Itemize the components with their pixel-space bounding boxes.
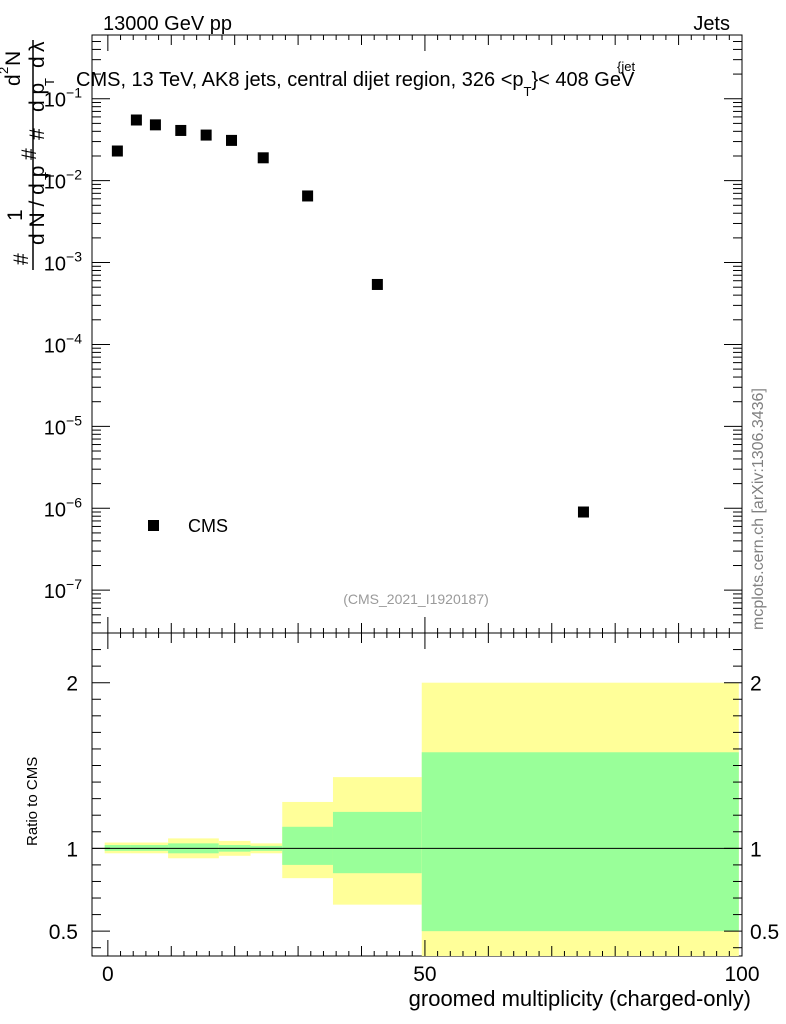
x-tick-label: 100 [724,963,759,986]
ylabel-dN: d N / d p [26,166,49,245]
y-tick-label: 10−4 [44,330,82,357]
legend-label: CMS [188,516,228,536]
x-axis-label: groomed multiplicity (charged-only) [409,986,751,1011]
ratio-panel-frame [91,632,743,957]
data-point [226,134,238,146]
data-point [175,124,187,136]
ratio-band-inner [332,811,422,874]
y-tick-label: 10−2 [44,167,82,194]
ylabel-hash2: # [26,128,49,140]
chart-title-sub: T [524,84,532,99]
data-point [111,145,123,157]
y-tick-label: 10−7 [44,576,82,603]
ratio-band-inner [282,826,333,865]
top-ylabel: # 1 d N / d p T # d 2 N # d p T d λ [0,40,57,270]
data-point [149,119,161,131]
header-left: 13000 GeV pp [103,13,232,35]
axis-ticks [92,35,743,956]
analysis-id: (CMS_2021_I1920187) [343,591,489,607]
ylabel-T3: T [42,172,57,180]
data-point [200,129,212,141]
ylabel-sup2: 2 [0,67,11,74]
x-tick-label: 0 [102,963,114,986]
ratio-ylabel: Ratio to CMS [24,757,41,846]
ylabel-dpT: d p [26,83,49,112]
ylabel-T: T [42,78,57,86]
ylabel-hash3: # [18,148,41,160]
watermark: mcplots.cern.ch [arXiv:1306.3436] [750,388,767,630]
y-tick-label: 10−6 [44,494,82,521]
ratio-y-tick-label: 0.5 [49,921,78,944]
chart-title: CMS, 13 TeV, AK8 jets, central dijet reg… [76,69,635,99]
chart-title-sup: {jet [617,59,635,74]
chart-title-main: CMS, 13 TeV, AK8 jets, central dijet reg… [76,69,524,91]
header-right: Jets [693,13,730,35]
data-markers [111,114,589,518]
y-tick-label: 10−1 [44,85,82,112]
ratio-bands [104,682,739,956]
ylabel-hash: # [10,253,33,265]
ratio-y-tick-label-right: 0.5 [750,921,779,944]
data-point [577,506,589,518]
ylabel-lambda: λ [26,41,49,52]
ylabel-one: 1 [4,209,27,221]
ylabel-dlam: d [26,56,49,68]
data-point [257,152,269,164]
data-point [130,114,142,126]
x-tick-label: 50 [413,963,436,986]
chart-title-end: }< 408 GeV [531,69,635,91]
data-point [302,190,314,202]
y-tick-label: 10−3 [44,249,82,276]
ratio-y-tick-label-right: 2 [750,673,762,696]
ratio-y-tick-label: 1 [66,838,78,861]
ratio-y-tick-label: 2 [66,673,78,696]
y-tick-label: 10−5 [44,412,82,439]
ratio-y-tick-label-right: 1 [750,838,762,861]
top-panel-frame [91,34,743,634]
legend-marker [148,520,159,531]
ylabel-N: N [2,51,25,66]
ratio-band-inner [421,752,739,932]
data-point [371,278,383,290]
ylabel-d2N: d [2,74,25,86]
tick-labels: 10−1 10−2 10−3 10−4 10−5 10−6 10−7 0.5 0.5 1 1 2 2 0 5… [44,85,779,986]
